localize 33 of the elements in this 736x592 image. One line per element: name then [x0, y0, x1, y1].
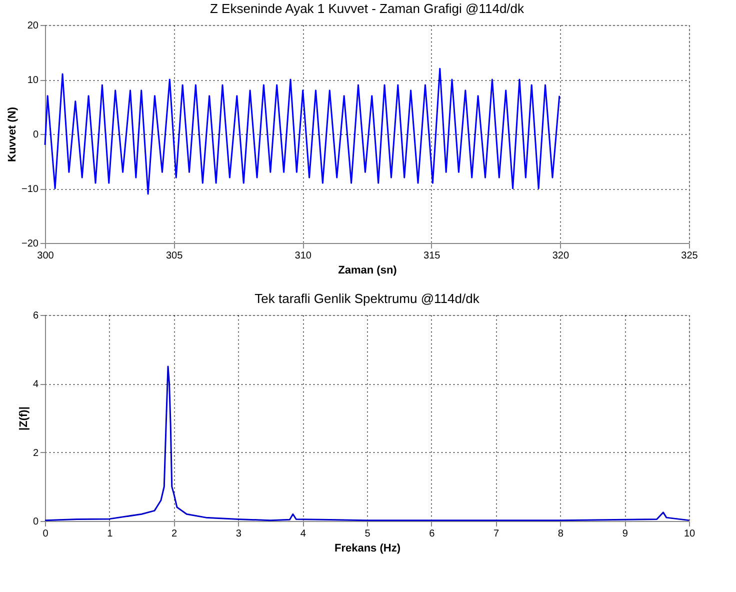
y-tick-label: −10 [22, 184, 39, 195]
x-tick-label: 315 [424, 250, 441, 262]
x-tick-label: 9 [622, 528, 628, 540]
y-tick-label: 20 [27, 20, 39, 32]
x-tick-label: 5 [364, 528, 371, 540]
x-tick-label: 4 [300, 528, 306, 540]
x-tick-label: 6 [429, 528, 436, 540]
x-tick-label: 325 [681, 250, 698, 262]
y-axis-title: |Z(f)| [18, 406, 30, 430]
x-tick-label: 2 [172, 528, 178, 540]
x-tick-label: 1 [107, 528, 114, 540]
x-tick-label: 300 [37, 250, 54, 262]
y-tick-label: 0 [32, 516, 39, 528]
x-tick-label: 8 [558, 528, 564, 540]
y-tick-label: 2 [32, 448, 39, 459]
x-tick-label: 3 [236, 528, 242, 540]
chart-title: Tek tarafli Genlik Spektrumu @114d/dk [254, 291, 480, 306]
x-tick-label: 7 [494, 528, 500, 540]
y-axis-title: Kuvvet (N) [6, 106, 19, 162]
y-tick-label: 4 [32, 379, 39, 390]
y-tick-label: 0 [32, 130, 39, 140]
x-tick-label: 0 [42, 528, 49, 540]
x-axis-title: Zaman (sn) [338, 264, 398, 276]
x-tick-label: 10 [684, 528, 696, 540]
y-tick-label: 10 [27, 75, 39, 86]
chart-title: Z Ekseninde Ayak 1 Kuvvet - Zaman Grafigi @114d/dk [210, 1, 525, 16]
y-tick-label: −20 [22, 238, 39, 250]
x-axis-title: Frekans (Hz) [334, 542, 401, 554]
x-tick-label: 305 [166, 250, 184, 262]
x-tick-label: 310 [294, 250, 312, 262]
x-tick-label: 320 [552, 250, 570, 262]
y-tick-label: 6 [32, 310, 39, 322]
line-series [44, 68, 560, 195]
